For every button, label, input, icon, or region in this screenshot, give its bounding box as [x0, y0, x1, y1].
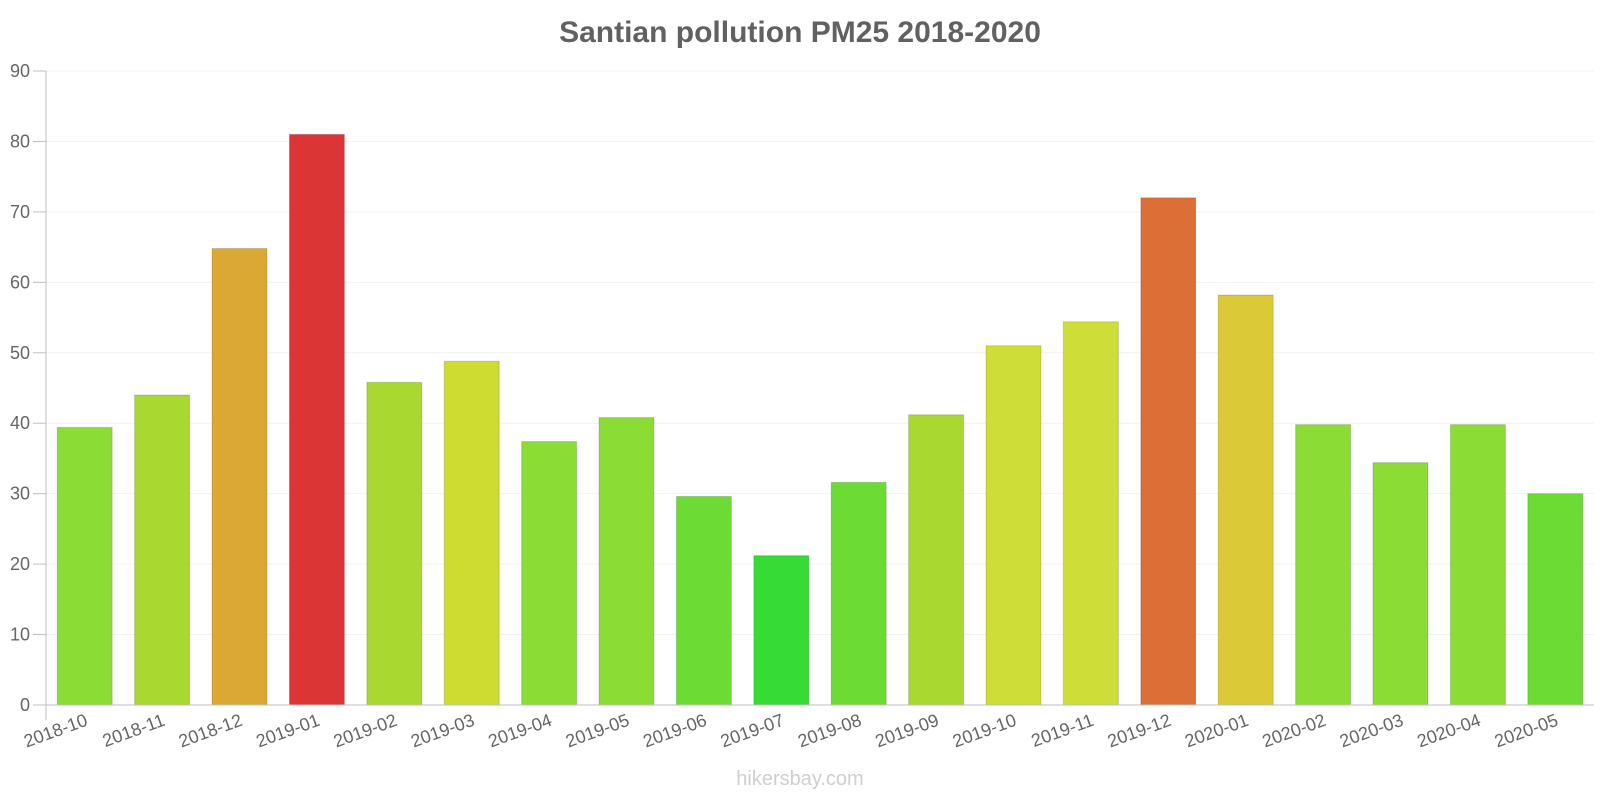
- bar: [1372, 462, 1429, 706]
- watermark: hikersbay.com: [736, 768, 864, 790]
- bar: [753, 555, 810, 706]
- bar: [1527, 493, 1584, 706]
- y-tick-label: 70: [10, 202, 30, 222]
- bar: [1062, 321, 1119, 706]
- x-tick-label: 2019-11: [1029, 710, 1097, 751]
- y-tick-label: 10: [10, 625, 30, 645]
- x-tick-label: 2019-02: [331, 710, 400, 751]
- x-tick-label: 2019-06: [640, 710, 709, 751]
- x-tick-label: 2020-02: [1260, 710, 1329, 751]
- y-tick-label: 80: [10, 131, 30, 151]
- x-tick-label: 2018-10: [21, 710, 90, 751]
- x-tick-label: 2020-04: [1414, 710, 1483, 751]
- bar: [598, 417, 655, 706]
- x-tick-label: 2020-01: [1182, 710, 1251, 751]
- bar: [521, 441, 578, 706]
- x-tick-label: 2020-03: [1337, 710, 1406, 751]
- x-tick-label: 2018-11: [100, 710, 168, 751]
- x-tick-label: 2019-05: [563, 710, 632, 751]
- bars: [56, 133, 1584, 706]
- chart-title: Santian pollution PM25 2018-2020: [559, 16, 1041, 49]
- bar: [288, 133, 345, 706]
- grid-lines: [46, 70, 1594, 636]
- x-tick-label: 2019-09: [873, 710, 942, 751]
- x-tick-label: 2018-12: [176, 710, 245, 751]
- x-tick-label: 2020-05: [1492, 710, 1561, 751]
- bar: [830, 481, 887, 706]
- bar: [366, 381, 423, 706]
- bar: [1217, 294, 1274, 706]
- y-tick-label: 20: [10, 554, 30, 574]
- y-tick-label: 90: [10, 61, 30, 81]
- x-tick-label: 2019-08: [795, 710, 864, 751]
- bar: [443, 360, 500, 706]
- x-tick-label: 2019-07: [718, 710, 787, 751]
- x-tick-label: 2019-04: [486, 710, 555, 751]
- bar: [908, 414, 965, 706]
- bar: [1140, 197, 1197, 706]
- bar: [1295, 424, 1352, 706]
- bar: [211, 248, 268, 706]
- bar: [1449, 424, 1506, 706]
- x-tick-label: 2019-01: [253, 710, 322, 751]
- y-tick-label: 50: [10, 343, 30, 363]
- y-tick-label: 30: [10, 484, 30, 504]
- y-tick-label: 60: [10, 272, 30, 292]
- x-tick-label: 2019-12: [1105, 710, 1174, 751]
- x-tick-label: 2019-10: [950, 710, 1019, 751]
- bar: [675, 495, 732, 706]
- y-tick-label: 40: [10, 413, 30, 433]
- x-tick-label: 2019-03: [408, 710, 477, 751]
- axes: [33, 70, 1594, 720]
- bar: [134, 394, 191, 706]
- bar: [56, 426, 113, 706]
- y-tick-label: 0: [20, 695, 30, 715]
- bar: [985, 345, 1042, 706]
